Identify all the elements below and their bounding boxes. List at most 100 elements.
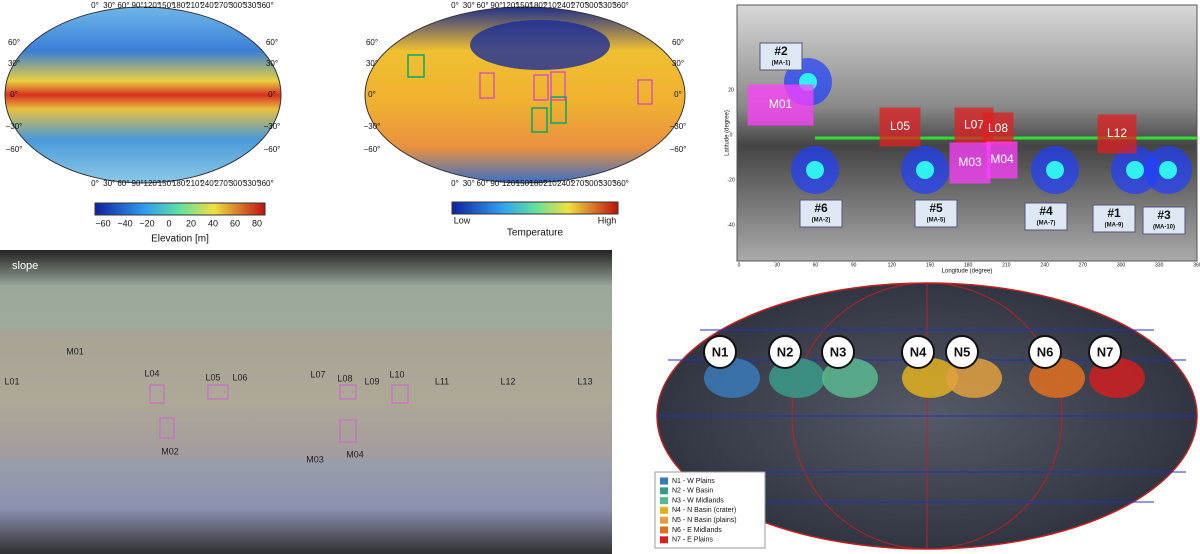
temperature-regions [479, 71, 653, 105]
colorbar-tick: −20 [139, 218, 154, 228]
lon-tick: 210° [186, 1, 203, 10]
site-box [550, 71, 566, 101]
region-label: M01 [769, 97, 793, 111]
temperature-colorbar [451, 201, 619, 215]
unit-marker [945, 335, 979, 369]
landing-core [1159, 161, 1177, 179]
lon-tick: 120° [144, 1, 161, 10]
lon-tick: 210° [543, 1, 560, 10]
lon-tick: 270° [215, 179, 232, 188]
lon-tick: 360° [257, 1, 274, 10]
lon-tick: 180° [530, 179, 547, 188]
slope-label: L01 [4, 376, 19, 386]
lon-tick: 150° [158, 1, 175, 10]
slope-site [339, 419, 357, 443]
site-label-box [1142, 206, 1186, 235]
lon-tick: 360° [612, 179, 629, 188]
site-label-box [1092, 204, 1136, 233]
lon-tick: 270° [571, 179, 588, 188]
lon-tick: 240° [557, 179, 574, 188]
region-label: L07 [964, 118, 984, 132]
units-legend-box [654, 471, 766, 549]
landing-core [1046, 161, 1064, 179]
unit-marker [1088, 335, 1122, 369]
slope-label: L08 [337, 373, 352, 383]
lat-tick: 0° [368, 90, 376, 99]
site-id: #6 [814, 201, 828, 215]
legend-entry: N1 - W Plains [672, 478, 715, 485]
region-box [1097, 114, 1137, 154]
site-id: #3 [1157, 208, 1171, 222]
lon-tick: 150° [158, 179, 175, 188]
colorbar-tick: 0 [166, 218, 171, 228]
site-id: #1 [1107, 206, 1121, 220]
lat-tick: -40 [727, 222, 734, 228]
unit-marker [821, 335, 855, 369]
lon-tick: 60 [813, 262, 819, 268]
lon-tick: 150 [926, 262, 935, 268]
temperature-sites [407, 54, 567, 133]
lon-tick: 0 [738, 262, 741, 268]
region-box [879, 107, 921, 147]
lon-tick: 120° [144, 179, 161, 188]
colorbar-tick: −60 [95, 218, 110, 228]
site-label-box [1024, 202, 1068, 231]
lon-tick: 270° [215, 1, 232, 10]
lat-tick: 0° [674, 90, 682, 99]
lat-tick: 60° [8, 38, 20, 47]
site-box [531, 107, 548, 133]
lon-tick: 300° [585, 1, 602, 10]
cold-region [470, 20, 610, 70]
lon-tick: 30 [774, 262, 780, 268]
lon-tick: 30° [463, 1, 475, 10]
lon-tick: 330° [599, 1, 616, 10]
unit-label: N1 [712, 344, 729, 359]
lon-tick: 180° [172, 179, 189, 188]
region-box [982, 112, 1014, 146]
colorbar-tick: −40 [117, 218, 132, 228]
region-label: L05 [890, 119, 910, 133]
lon-tick: 180° [530, 1, 547, 10]
lon-tick: 240° [557, 1, 574, 10]
region-box [949, 142, 991, 184]
elevation-colorbar [94, 202, 266, 216]
colorbar-tick: High [598, 215, 617, 225]
lon-tick: 180 [964, 262, 973, 268]
lon-tick: 90° [490, 1, 502, 10]
lon-tick: 330° [599, 179, 616, 188]
lat-tick: −60° [670, 145, 687, 154]
lon-tick: 240° [200, 1, 217, 10]
slope-label: L13 [577, 376, 592, 386]
legend-swatch [660, 477, 668, 485]
region-box [747, 84, 814, 126]
lon-tick: 120 [888, 262, 897, 268]
unit-marker [703, 335, 737, 369]
site-name: (MA-2) [812, 218, 831, 224]
lon-tick: 60° [117, 179, 129, 188]
lon-tick: 0° [451, 179, 459, 188]
site-label-box [914, 199, 958, 228]
site-box [479, 72, 495, 99]
lon-tick: 360° [257, 179, 274, 188]
slope-label: M03 [306, 454, 324, 464]
legend-entry: N2 - W Basin [672, 488, 713, 495]
lon-tick: 30° [463, 179, 475, 188]
lon-tick: 150° [516, 179, 533, 188]
site-id: #4 [1039, 204, 1053, 218]
legend-entry: N3 - W Midlands [672, 497, 724, 504]
unit-label: N3 [830, 344, 847, 359]
site-box [637, 79, 653, 105]
landing-core [916, 161, 934, 179]
slope-label: L05 [205, 372, 220, 382]
parallels [657, 329, 1197, 503]
lat-tick: 60° [266, 38, 278, 47]
lon-tick: 0° [91, 1, 99, 10]
slope-site [159, 417, 175, 439]
slope-label: L11 [435, 376, 449, 386]
lat-tick: 30° [366, 59, 378, 68]
lat-tick: 60° [366, 38, 378, 47]
slope-label: L12 [500, 376, 515, 386]
site-id: #2 [774, 44, 788, 58]
lat-tick: -20 [727, 177, 734, 183]
site-name: (MA-10) [1153, 225, 1175, 231]
